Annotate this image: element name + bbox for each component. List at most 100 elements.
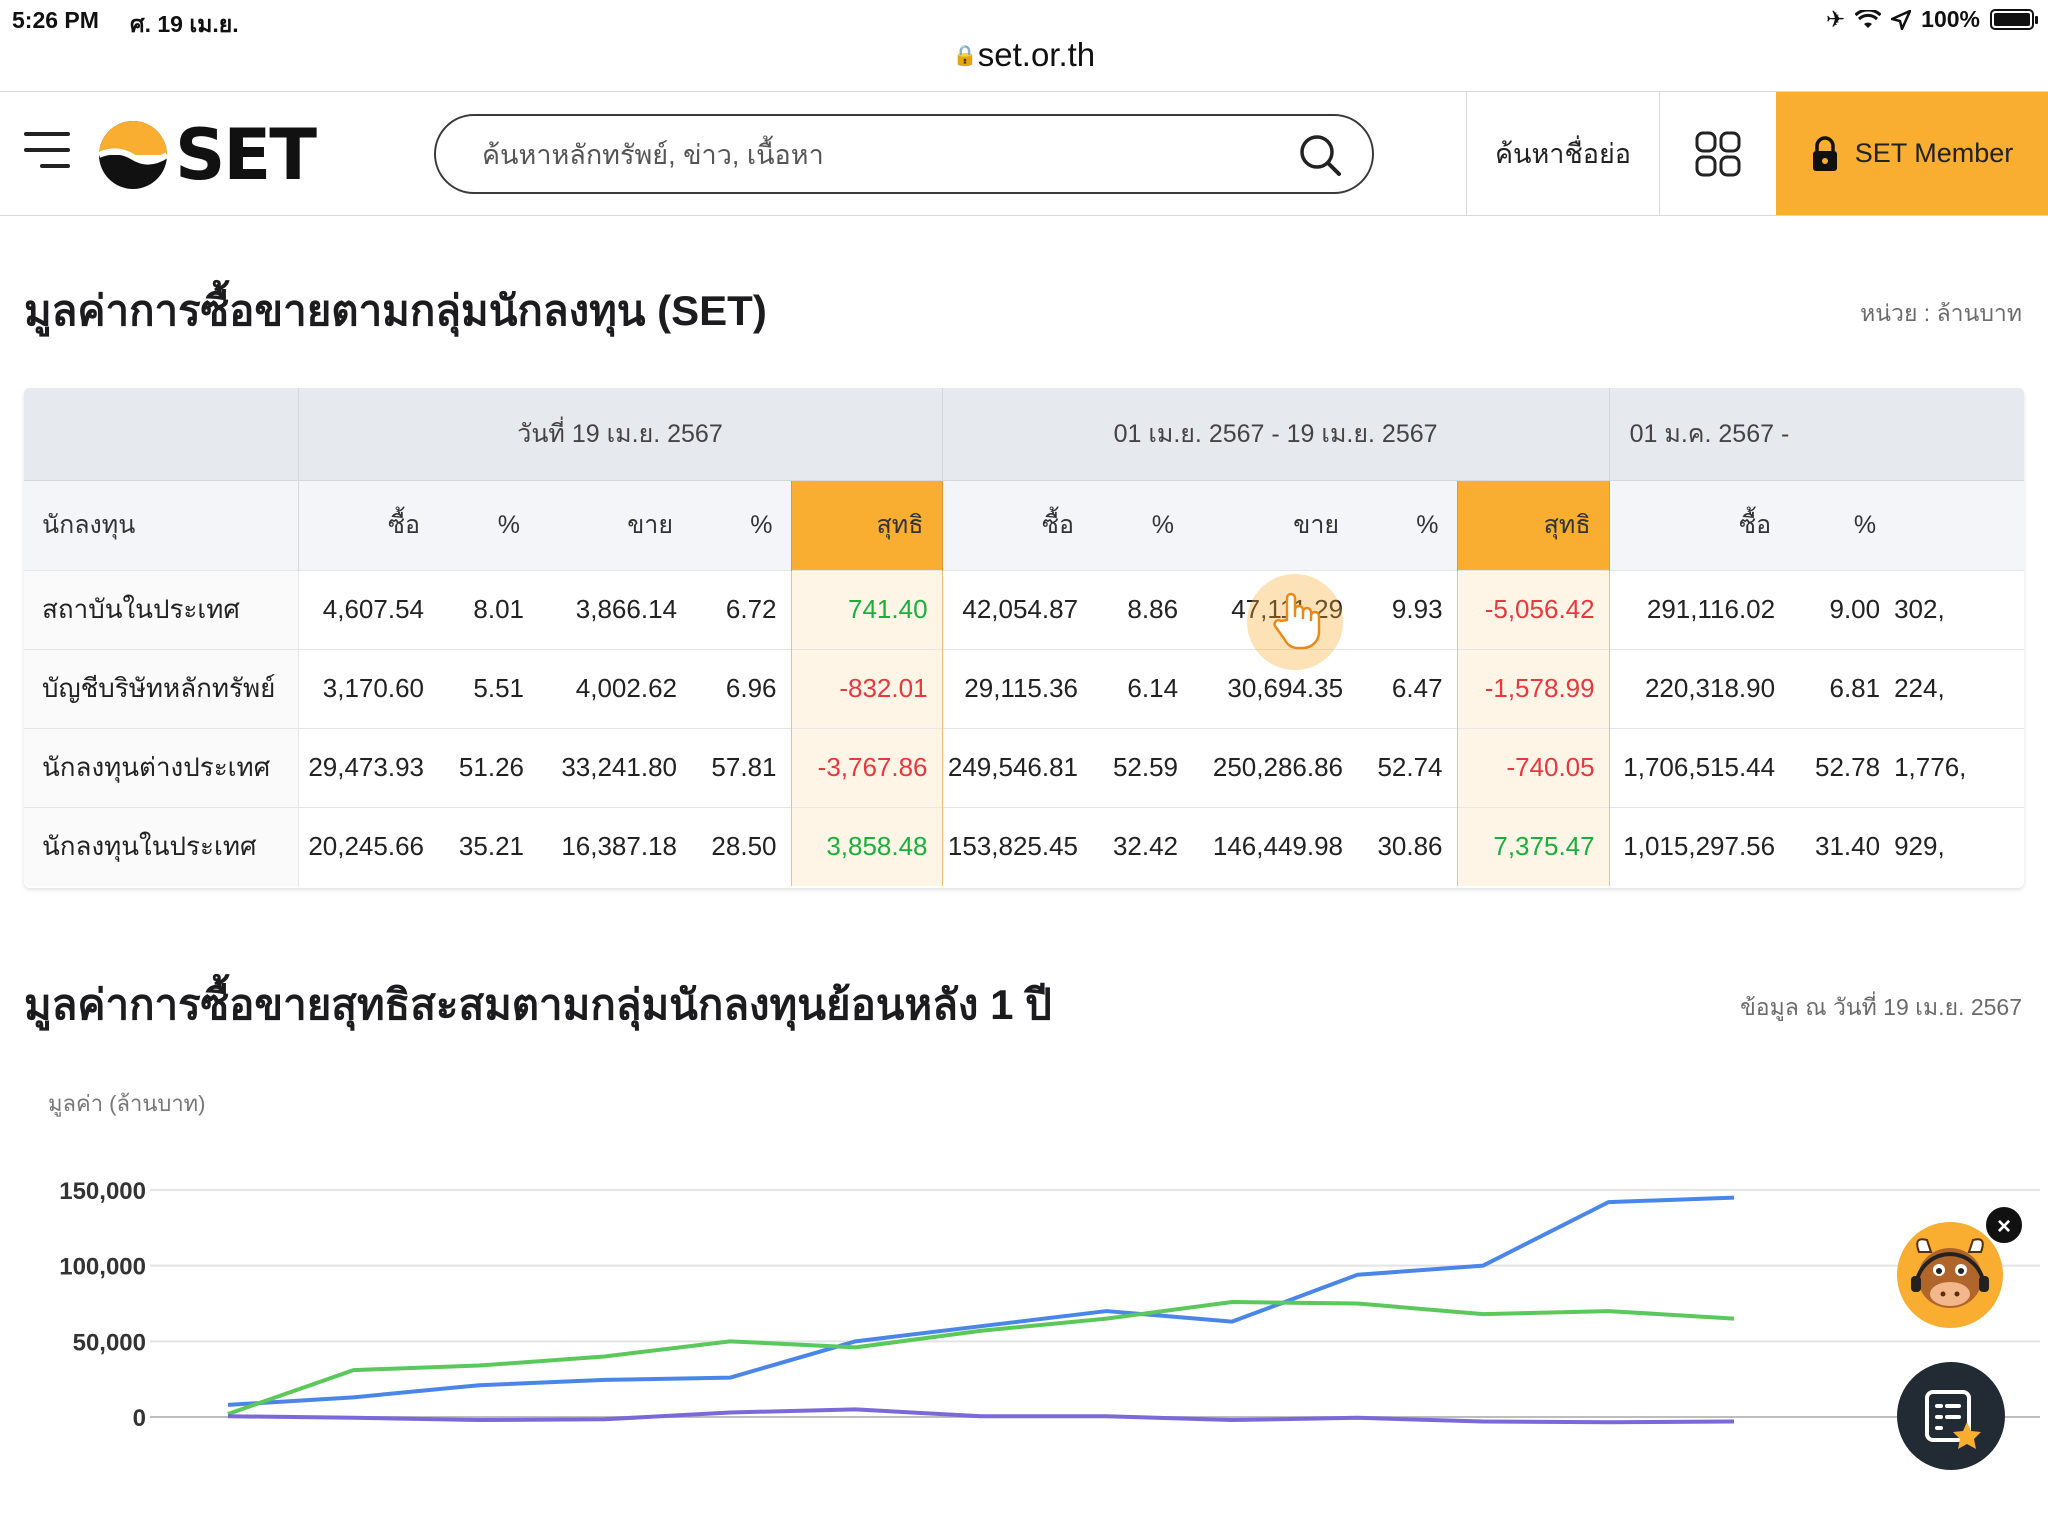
net-value-cell: -5,056.42 xyxy=(1456,569,1610,649)
investor-name-cell: นักลงทุนในประเทศ xyxy=(24,806,299,886)
lock-icon xyxy=(1812,135,1837,171)
watchlist-button[interactable] xyxy=(1897,1362,2005,1470)
cumulative-net-title: มูลค่าการซื้อขายสุทธิสะสมตามกลุ่มนักลงทุ… xyxy=(24,981,1052,1028)
table-row: นักลงทุนในประเทศ 20,245.66 35.21 16,387.18 2… xyxy=(24,806,2024,886)
col-buy-pct: % xyxy=(1092,479,1193,570)
col-net: สุทธิ xyxy=(1456,479,1610,570)
status-time: 5:26 PM xyxy=(12,7,99,33)
col-net: สุทธิ xyxy=(790,479,943,570)
value-cell: 6.47 xyxy=(1357,648,1458,728)
chart-y-tick: 150,000 xyxy=(59,1178,146,1205)
chart-series-line-1[interactable] xyxy=(227,1299,1735,1416)
value-cell: 146,449.98 xyxy=(1192,806,1358,886)
chart-y-tick: 100,000 xyxy=(59,1254,146,1281)
value-cell: 220,318.90 xyxy=(1609,648,1790,728)
value-cell: 3,866.14 xyxy=(538,569,691,649)
col-buy: ซื้อ xyxy=(1609,479,1790,570)
col-buy: ซื้อ xyxy=(942,479,1093,570)
close-mascot-button[interactable]: × xyxy=(1984,1205,2024,1245)
value-cell: 20,245.66 xyxy=(298,806,438,886)
unit-note: หน่วย : ล้านบาท xyxy=(1860,300,2022,326)
value-cell: 5.51 xyxy=(438,648,538,728)
value-cell: 35.21 xyxy=(438,806,538,886)
set-logo[interactable]: SET xyxy=(97,114,317,196)
value-cell: 28.50 xyxy=(691,806,791,886)
value-cell: 30.86 xyxy=(1357,806,1458,886)
value-cell: 1,776, xyxy=(1894,727,2024,807)
site-header: SET ค้นหาชื่อย่อ SET Member xyxy=(0,91,2048,216)
chart-y-ticks: 150,000 100,000 50,000 0 xyxy=(59,1178,146,1432)
value-cell: 302, xyxy=(1894,569,2024,649)
value-cell: 6.96 xyxy=(691,648,791,728)
menu-icon[interactable] xyxy=(24,132,70,172)
chart-y-tick: 0 xyxy=(133,1405,146,1432)
value-cell: 42,054.87 xyxy=(942,569,1093,649)
table-row: สถาบันในประเทศ 4,607.54 8.01 3,866.14 6.72 74… xyxy=(24,569,2024,649)
value-cell: 224, xyxy=(1894,648,2024,728)
table-row: นักลงทุนต่างประเทศ 29,473.93 51.26 33,241.8… xyxy=(24,727,2024,807)
investor-table-container[interactable]: วันที่ 19 เม.ย. 2567 01 เม.ย. 2567 - 19 … xyxy=(24,388,2024,888)
value-cell: 929, xyxy=(1894,806,2024,886)
symbol-search-link[interactable]: ค้นหาชื่อย่อ xyxy=(1466,92,1659,215)
value-cell: 6.14 xyxy=(1092,648,1193,728)
value-cell: 250,286.86 xyxy=(1192,727,1358,807)
bull-mascot-icon xyxy=(1911,1238,1989,1308)
value-cell: 1,015,297.56 xyxy=(1609,806,1790,886)
net-value-cell: -832.01 xyxy=(790,648,943,728)
net-value-cell: 7,375.47 xyxy=(1456,806,1610,886)
chart-series-line-0[interactable] xyxy=(227,1195,1735,1407)
value-cell: 16,387.18 xyxy=(538,806,691,886)
value-cell: 52.78 xyxy=(1789,727,1895,807)
set-logo-icon xyxy=(97,121,169,189)
chart-series xyxy=(227,1195,1735,1425)
col-sell-pct: % xyxy=(691,479,791,570)
value-cell: 6.72 xyxy=(691,569,791,649)
airplane-icon: ✈ xyxy=(1825,6,1846,32)
period-header-empty xyxy=(24,388,298,480)
cumulative-net-chart[interactable]: มูลค่า (ล้านบาท) 150,000 100,000 50,000 0 xyxy=(0,1080,2048,1536)
value-cell: 30,694.35 xyxy=(1192,648,1358,728)
value-cell: 1,706,515.44 xyxy=(1609,727,1790,807)
value-cell: 57.81 xyxy=(691,727,791,807)
value-cell: 291,116.02 xyxy=(1609,569,1790,649)
address-bar[interactable]: 🔒set.or.th xyxy=(0,36,2048,74)
value-cell: 52.74 xyxy=(1357,727,1458,807)
value-cell: 3,170.60 xyxy=(298,648,438,728)
value-cell: 47,111.29 xyxy=(1192,569,1358,649)
value-cell: 29,473.93 xyxy=(298,727,438,807)
col-buy: ซื้อ xyxy=(298,479,438,570)
status-bar: 5:26 PM ศ. 19 เม.ย. ✈ 100% xyxy=(0,0,2048,40)
chatbot-mascot[interactable] xyxy=(1897,1222,2003,1328)
value-cell: 8.01 xyxy=(438,569,538,649)
logo-text: SET xyxy=(175,114,317,196)
value-cell: 52.59 xyxy=(1092,727,1193,807)
col-buy-pct: % xyxy=(1789,479,1895,570)
investor-name-cell: บัญชีบริษัทหลักทรัพย์ xyxy=(24,648,299,728)
investor-trading-title: มูลค่าการซื้อขายตามกลุ่มนักลงทุน (SET) xyxy=(24,287,767,334)
search-box[interactable] xyxy=(434,114,1374,194)
value-cell: 249,546.81 xyxy=(942,727,1093,807)
value-cell: 4,607.54 xyxy=(298,569,438,649)
value-cell: 4,002.62 xyxy=(538,648,691,728)
chart-grid xyxy=(150,1189,2040,1418)
chart-series-line-2[interactable] xyxy=(227,1407,1735,1425)
hand-pointer-icon xyxy=(1273,592,1321,650)
col-sell-pct: % xyxy=(1357,479,1458,570)
col-rest xyxy=(1894,479,2024,570)
investor-name-cell: นักลงทุนต่างประเทศ xyxy=(24,727,299,807)
chart-y-tick: 50,000 xyxy=(73,1329,146,1356)
set-member-button[interactable]: SET Member xyxy=(1776,92,2048,215)
search-icon[interactable] xyxy=(1298,133,1342,177)
battery-icon xyxy=(1990,9,2038,30)
investor-name-cell: สถาบันในประเทศ xyxy=(24,569,299,649)
status-date: ศ. 19 เม.ย. xyxy=(130,11,239,37)
value-cell: 31.40 xyxy=(1789,806,1895,886)
value-cell: 8.86 xyxy=(1092,569,1193,649)
url-text: set.or.th xyxy=(977,36,1096,73)
set-member-label: SET Member xyxy=(1854,138,2014,168)
search-input[interactable] xyxy=(482,134,1262,176)
period-header-ytd: 01 ม.ค. 2567 - xyxy=(1608,388,2024,480)
net-value-cell: -1,578.99 xyxy=(1456,648,1610,728)
apps-grid-icon[interactable] xyxy=(1659,92,1776,215)
net-value-cell: 741.40 xyxy=(790,569,943,649)
